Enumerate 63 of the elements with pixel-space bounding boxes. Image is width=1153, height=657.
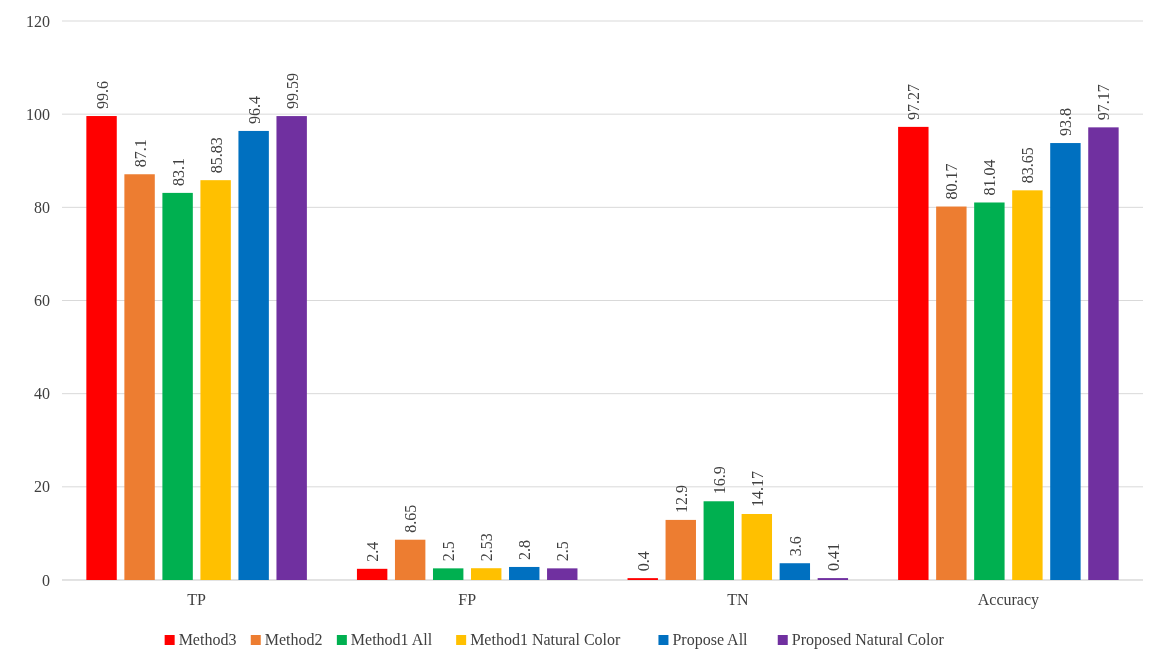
bar	[898, 126, 929, 580]
x-tick-label: TP	[187, 591, 207, 608]
bar	[162, 192, 193, 580]
data-label: 96.4	[245, 95, 263, 124]
data-label: 2.4	[364, 541, 382, 562]
legend-label: Method2	[264, 631, 323, 648]
bar	[936, 206, 967, 580]
y-tick-label: 120	[26, 12, 50, 30]
data-label: 2.5	[440, 541, 458, 562]
data-label: 87.1	[131, 139, 149, 168]
data-label: 97.27	[905, 83, 923, 120]
bar	[1050, 143, 1081, 580]
data-label: 97.17	[1095, 84, 1113, 121]
bar	[509, 566, 540, 580]
data-label: 99.59	[283, 73, 301, 110]
bar	[1088, 127, 1119, 580]
bar	[471, 568, 502, 580]
data-label: 93.8	[1057, 108, 1075, 137]
legend-label: Method3	[178, 631, 237, 648]
data-label: 0.4	[634, 551, 652, 572]
y-tick-label: 40	[34, 385, 50, 403]
bar	[276, 116, 307, 580]
x-tick-label: Accuracy	[977, 591, 1040, 609]
data-label: 2.53	[478, 533, 496, 562]
y-tick-label: 100	[26, 105, 50, 123]
bar	[356, 568, 388, 580]
legend-label: Proposed Natural Color	[791, 631, 945, 649]
bar	[432, 568, 464, 580]
data-label: 81.04	[981, 159, 999, 196]
bar	[741, 513, 773, 580]
data-label: 12.9	[672, 484, 690, 513]
data-label: 83.65	[1019, 147, 1037, 184]
data-label: 14.17	[748, 470, 766, 507]
legend-label: Method1 All	[350, 631, 433, 648]
bar	[665, 519, 696, 580]
bar	[1012, 190, 1043, 580]
data-label: 0.41	[824, 543, 842, 572]
data-label: 16.9	[710, 466, 728, 495]
bar	[124, 174, 155, 580]
bar	[394, 539, 426, 580]
bar	[703, 501, 734, 580]
y-tick-label: 20	[34, 478, 50, 496]
data-label: 80.17	[943, 163, 961, 200]
data-label: 2.5	[554, 541, 572, 562]
data-label: 3.6	[786, 536, 804, 557]
x-tick-label: FP	[458, 591, 477, 608]
data-label: 8.65	[402, 504, 420, 533]
data-label: 85.83	[207, 137, 225, 174]
y-tick-label: 0	[42, 571, 50, 589]
bar	[86, 116, 117, 580]
data-label: 99.6	[93, 81, 111, 110]
data-label: 83.1	[169, 157, 187, 186]
bar	[779, 563, 811, 580]
y-tick-label: 80	[34, 198, 50, 216]
bar	[547, 568, 578, 580]
bar	[238, 130, 269, 580]
y-tick-label: 60	[34, 292, 50, 310]
legend-label: Method1 Natural Color	[470, 631, 622, 648]
x-tick-label: TN	[727, 591, 749, 608]
legend-label: Propose All	[672, 631, 749, 649]
bar	[200, 180, 231, 580]
bar	[974, 202, 1005, 580]
data-label: 2.8	[516, 539, 534, 560]
